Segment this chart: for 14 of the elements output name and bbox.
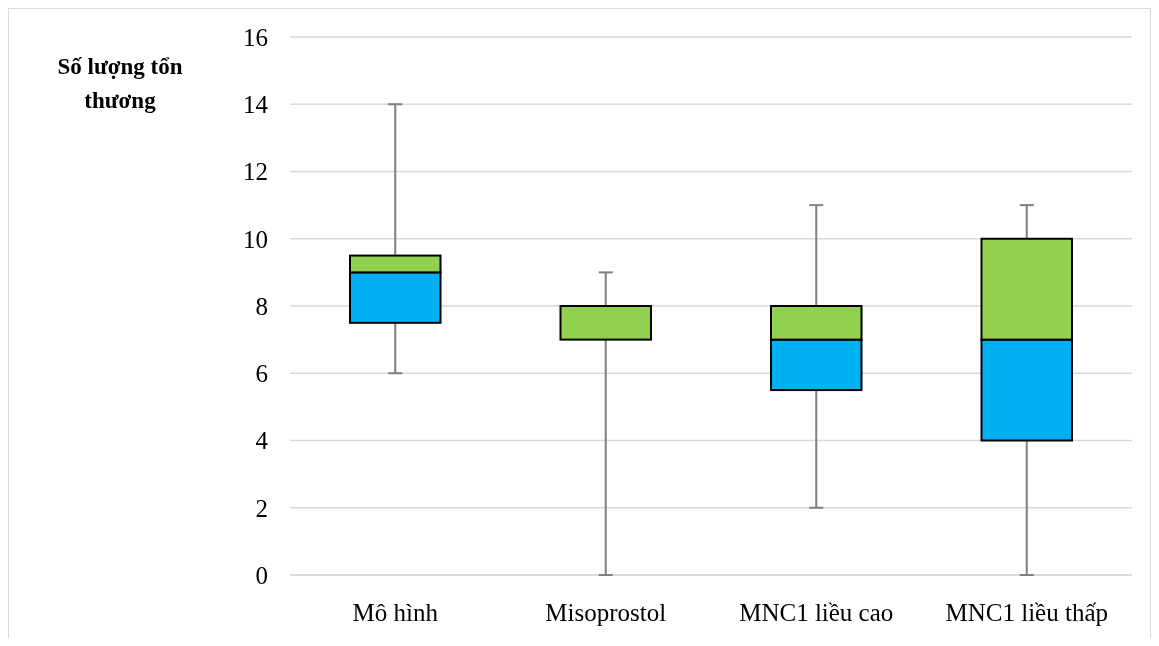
- x-tick-label: MNC1 liều thấp: [945, 599, 1108, 626]
- y-tick-label: 0: [255, 561, 268, 589]
- y-tick-label: 10: [243, 225, 268, 253]
- y-tick-label: 14: [243, 91, 269, 118]
- y-tick-label: 12: [243, 158, 268, 186]
- x-tick-label: MNC1 liều cao: [739, 599, 894, 626]
- y-tick-label: 6: [255, 360, 268, 387]
- y-tick-label: 16: [243, 23, 268, 51]
- y-axis-title: Số lượng tổn thương: [57, 54, 183, 113]
- x-tick-label: Misoprostol: [545, 599, 667, 626]
- x-tick-label: Mô hình: [352, 599, 439, 626]
- y-tick-label: 2: [255, 494, 268, 522]
- y-tick-label: 8: [255, 292, 268, 320]
- y-tick-label: 4: [255, 427, 269, 455]
